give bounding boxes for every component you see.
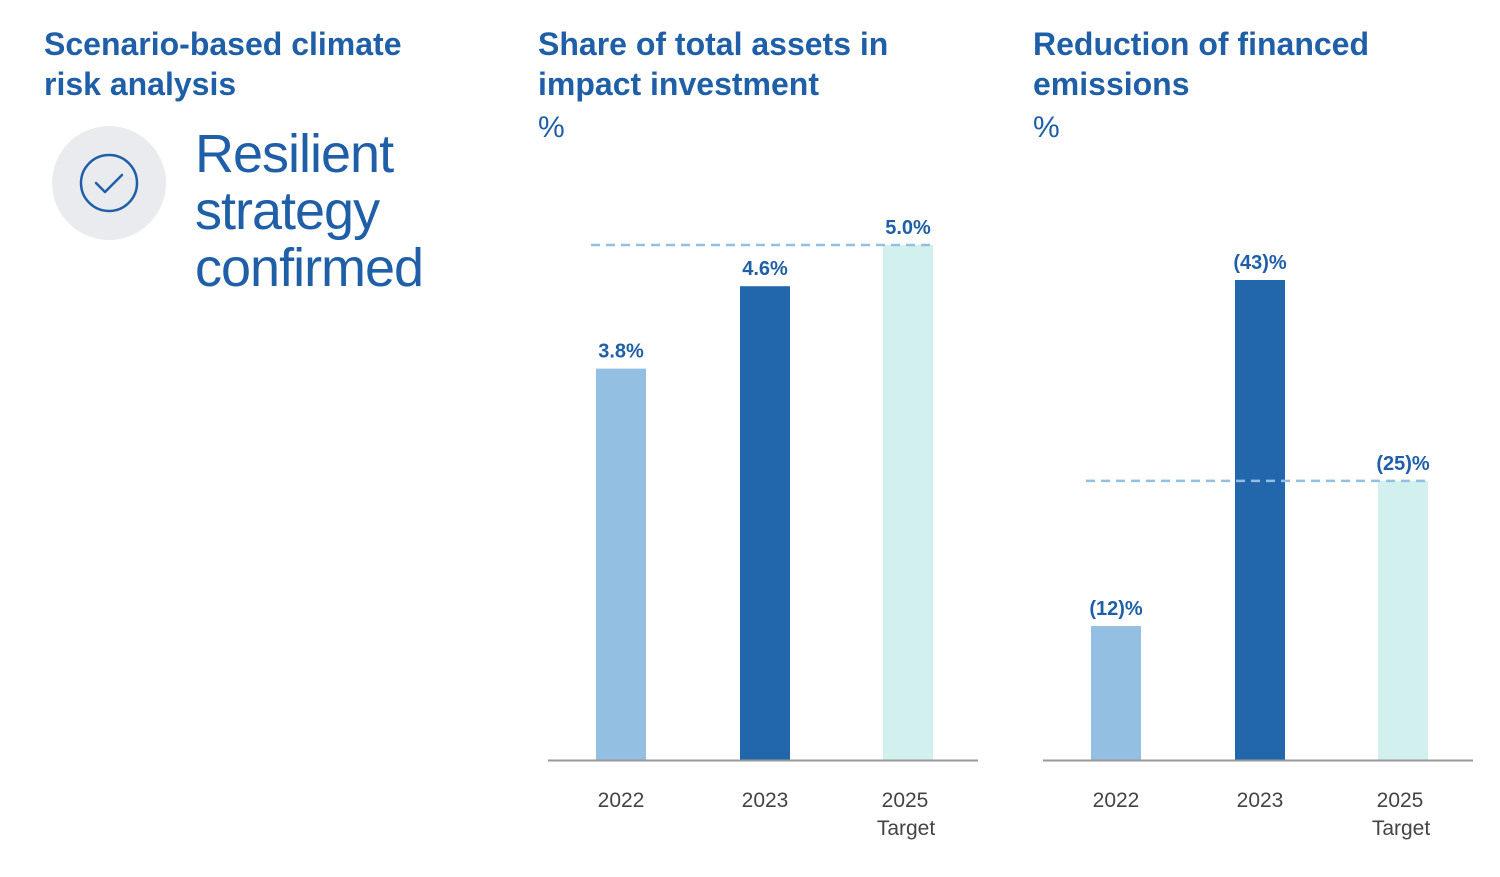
chart1-title-line: impact investment — [538, 66, 819, 102]
value-label: (43)% — [1233, 252, 1287, 274]
status-line: strategy — [195, 181, 380, 241]
x-tick-label: 2023 — [1237, 789, 1284, 812]
x-tick-label: 2022 — [1093, 789, 1140, 812]
bar-2023 — [740, 286, 790, 760]
chart1-plot: 3.8% 4.6% 5.0% 2022 2023 2025 Target — [548, 217, 978, 840]
x-tick-label: 2023 — [742, 789, 789, 812]
status-badge — [52, 126, 166, 240]
chart2-plot: (12)% (43)% (25)% 2022 2023 2025 Target — [1043, 252, 1473, 840]
panel1-title-line: risk analysis — [44, 66, 237, 102]
chart2-unit-label: % — [1033, 111, 1060, 144]
status-line: confirmed — [195, 238, 424, 298]
bar-2025 — [1378, 480, 1428, 760]
value-label: (12)% — [1089, 598, 1143, 620]
chart2-title-line: emissions — [1033, 66, 1190, 102]
panel1-title: Scenario-based climate risk analysis — [44, 24, 401, 104]
bar-2023 — [1235, 280, 1285, 760]
x-tick-label: 2022 — [598, 789, 645, 812]
x-tick-sublabel: Target — [877, 817, 936, 840]
x-tick-label: 2025 — [882, 789, 929, 812]
chart2-title: Reduction of financed emissions — [1033, 24, 1369, 104]
panel1-title-line: Scenario-based climate — [44, 26, 402, 62]
value-label: (25)% — [1376, 453, 1430, 475]
value-label: 4.6% — [742, 258, 788, 280]
chart1-title: Share of total assets in impact investme… — [538, 24, 888, 104]
chart2-title-line: Reduction of financed — [1033, 26, 1369, 62]
x-tick-label: 2025 — [1377, 789, 1424, 812]
value-label: 3.8% — [598, 341, 644, 363]
check-circle-icon — [79, 153, 139, 213]
x-tick-sublabel: Target — [1372, 817, 1431, 840]
status-line: Resilient — [195, 124, 394, 184]
bar-2025 — [883, 245, 933, 760]
status-text: Resilient strategy confirmed — [195, 124, 424, 298]
chart1-unit-label: % — [538, 111, 565, 144]
bar-2022 — [596, 368, 646, 760]
bar-2022 — [1091, 626, 1141, 760]
chart1-title-line: Share of total assets in — [538, 26, 889, 62]
value-label: 5.0% — [885, 217, 931, 239]
